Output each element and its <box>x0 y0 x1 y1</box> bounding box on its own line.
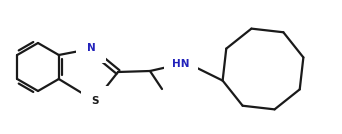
Text: S: S <box>91 96 99 106</box>
Text: N: N <box>87 43 95 53</box>
Text: HN: HN <box>172 59 190 69</box>
